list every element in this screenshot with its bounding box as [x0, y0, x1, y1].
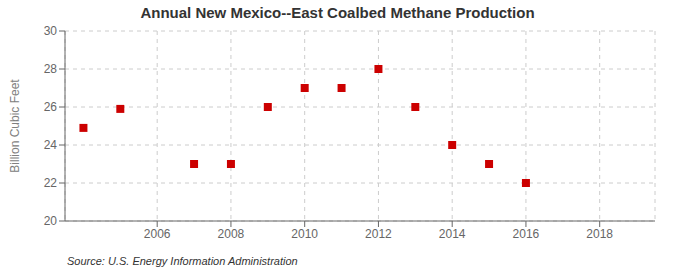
svg-text:30: 30	[44, 26, 58, 38]
svg-text:26: 26	[44, 100, 58, 114]
svg-text:2018: 2018	[586, 227, 613, 241]
svg-text:2006: 2006	[144, 227, 171, 241]
svg-text:2008: 2008	[218, 227, 245, 241]
svg-text:20: 20	[44, 214, 58, 228]
svg-text:2010: 2010	[291, 227, 318, 241]
svg-text:28: 28	[44, 62, 58, 76]
html-text:Annual New Mexico--East Coalbe: Annual New Mexico--East Coalbed Methane …	[140, 4, 535, 21]
svg-text:24: 24	[44, 138, 58, 152]
svg-text:2016: 2016	[513, 227, 540, 241]
svg-text:2012: 2012	[365, 227, 392, 241]
svg-text:22: 22	[44, 176, 58, 190]
html-text:Source: U.S. Energy Informatio: Source: U.S. Energy Information Administ…	[67, 255, 298, 267]
svg-text:2014: 2014	[439, 227, 466, 241]
svg-text:Billion Cubic Feet: Billion Cubic Feet	[8, 79, 22, 173]
